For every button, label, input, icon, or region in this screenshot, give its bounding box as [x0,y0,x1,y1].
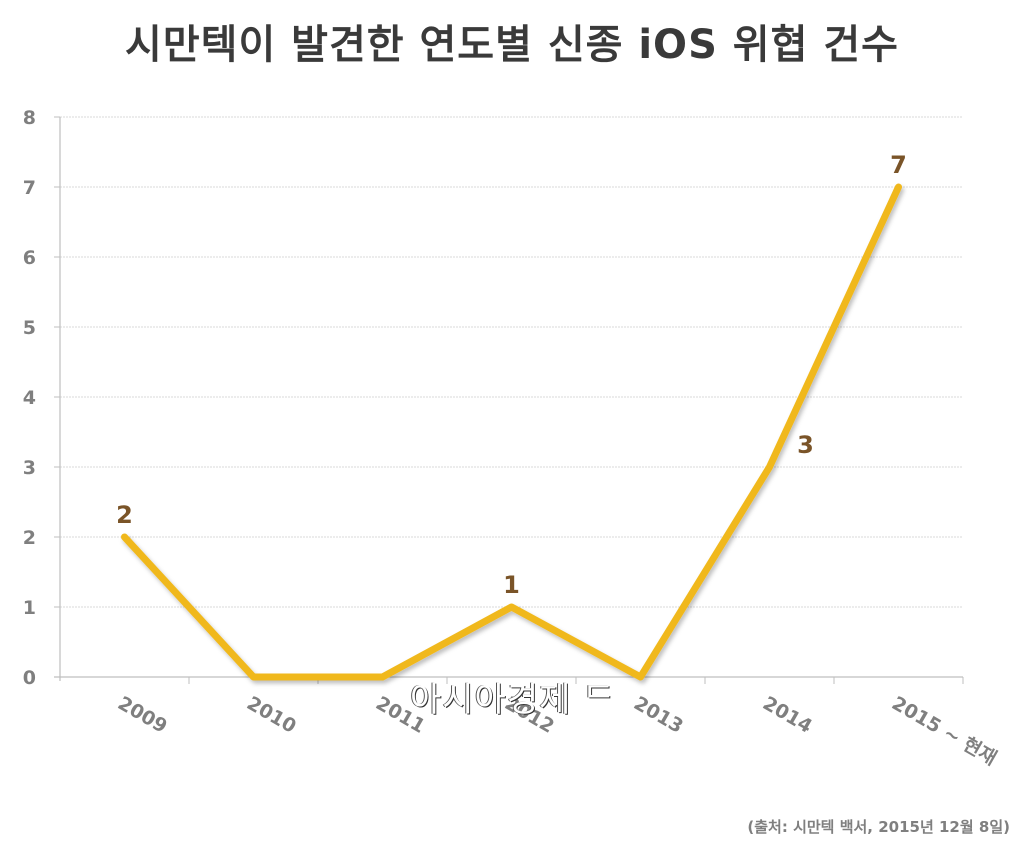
source-note: (출처: 시만텍 백서, 2015년 12월 8일) [747,818,1010,836]
data-labels: 2 1 3 7 [116,151,907,599]
series-line [121,183,902,681]
y-tick-label: 8 [23,107,36,129]
chart-title: 시만텍이 발견한 연도별 신종 iOS 위협 건수 [125,22,899,68]
y-tick-label: 1 [23,597,36,619]
data-label: 1 [503,571,520,599]
x-tick-label: 2013 [630,692,687,737]
x-tick-label: 2015 ~ 현재 [888,692,1000,770]
gridlines [60,116,963,608]
watermark: 아시아경제 ᄃ [410,680,616,720]
y-tick-label: 4 [23,387,36,409]
data-label: 2 [116,501,133,529]
x-tick-label: 2010 [243,692,300,737]
axes [54,116,964,684]
y-tick-label: 5 [23,317,36,339]
x-tick-label: 2009 [114,692,171,737]
y-tick-label: 0 [23,667,36,689]
y-tick-label: 6 [23,247,36,269]
y-tick-label: 3 [23,457,36,479]
y-tick-label: 2 [23,527,36,549]
data-label: 3 [797,431,814,459]
data-label: 7 [890,151,907,179]
y-tick-label: 7 [23,177,36,199]
y-axis-ticks: 0 1 2 3 4 5 6 7 8 [23,107,36,689]
x-tick-label: 2014 [759,692,816,737]
